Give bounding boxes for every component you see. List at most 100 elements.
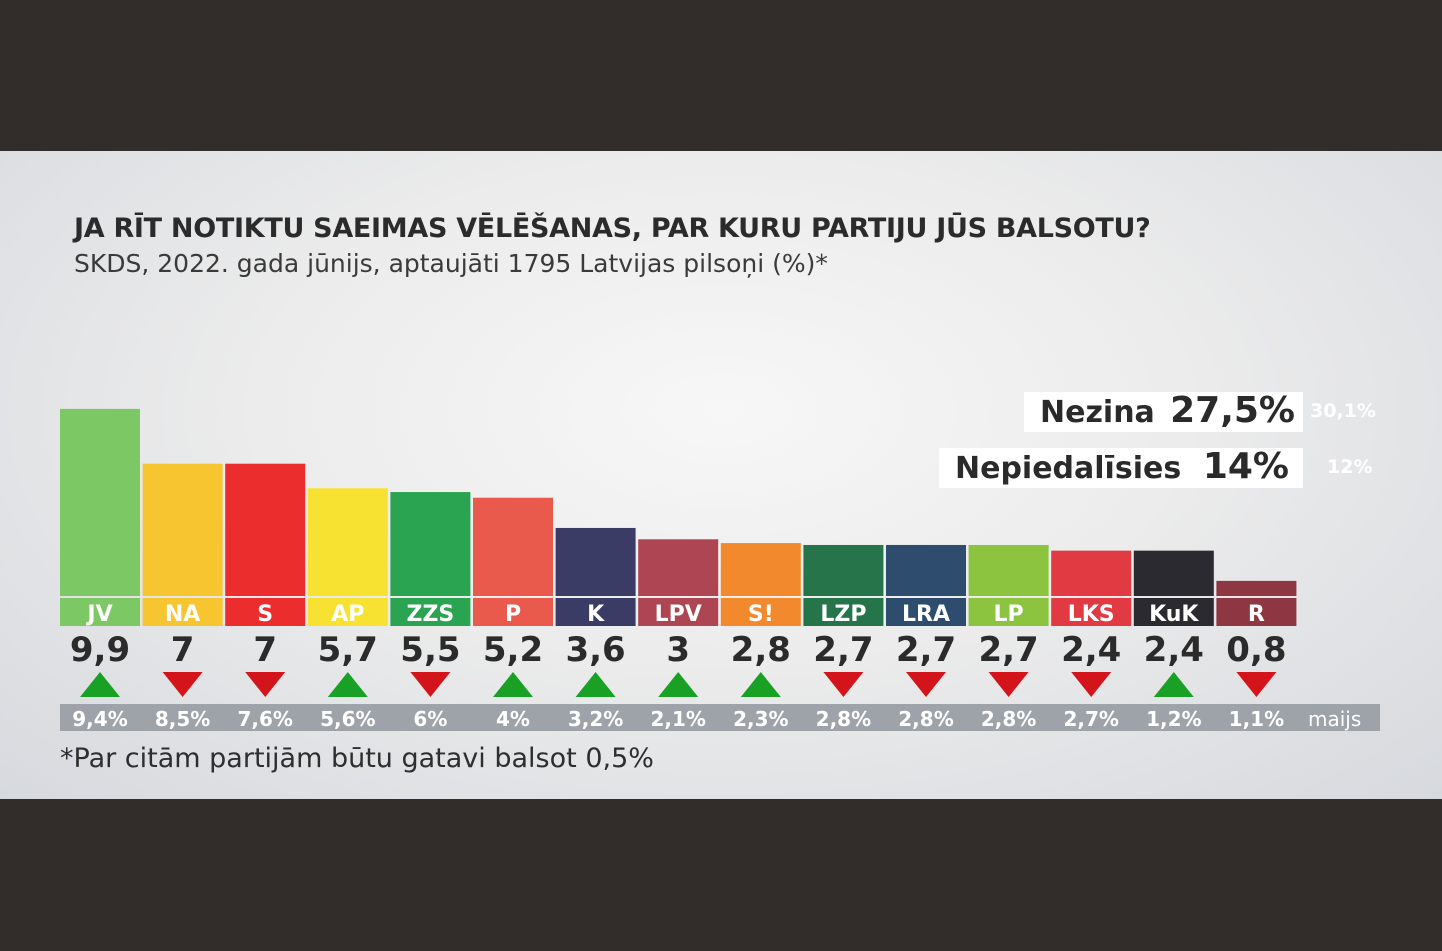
previous-value-lks: 2,7% (1063, 707, 1118, 731)
previous-value-p: 4% (496, 707, 530, 731)
value-label-lpv: 3 (666, 630, 690, 670)
party-label-lks: LKS (1068, 602, 1115, 627)
previous-value-r: 1,1% (1229, 707, 1284, 731)
chart-panel: JA RĪT NOTIKTU SAEIMAS VĒLĒŠANAS, PAR KU… (0, 151, 1442, 799)
party-label-bg-ap (307, 598, 388, 626)
party-label-s: S! (748, 602, 774, 627)
trend-up-icon-lpv (658, 672, 699, 697)
bar-kuk (1133, 550, 1214, 596)
party-label-bg-lp (968, 598, 1049, 626)
nezina-value: 27,5% (1170, 390, 1295, 431)
nepiedalisies-label: Nepiedalīsies (955, 451, 1182, 486)
party-label-jv: JV (85, 602, 112, 627)
nepiedalisies-box: Nepiedalīsies 14% (939, 446, 1303, 488)
previous-value-kuk: 1,2% (1146, 707, 1201, 731)
bar-na (142, 463, 223, 596)
party-label-p: P (505, 602, 521, 627)
bar-r (1216, 580, 1297, 596)
value-label-k: 3,6 (565, 630, 625, 670)
value-label-lzp: 2,7 (813, 630, 873, 670)
trend-down-icon-r (1236, 672, 1277, 697)
party-label-bg-k (555, 598, 636, 626)
previous-value-na: 8,5% (155, 707, 210, 731)
bar-lpv (638, 539, 719, 596)
party-label-bg-p (473, 598, 553, 626)
bar-ap (307, 488, 388, 596)
party-label-lpv: LPV (655, 602, 702, 627)
party-label-bg-jv (60, 598, 140, 626)
trend-up-icon-k (575, 672, 616, 697)
party-label-bg-lzp (803, 598, 884, 626)
value-label-p: 5,2 (483, 630, 543, 670)
party-label-bg-s (720, 598, 801, 626)
party-label-ap: AP (331, 602, 364, 627)
party-label-bg-zzs (390, 598, 471, 626)
bar-zzs (390, 492, 471, 596)
nezina-label: Nezina (1040, 395, 1155, 430)
chart-subtitle: SKDS, 2022. gada jūnijs, aptaujāti 1795 … (74, 249, 828, 278)
trend-down-icon-lp (988, 672, 1029, 697)
value-label-r: 0,8 (1226, 630, 1286, 670)
previous-period-label: maijs (1308, 707, 1361, 731)
previous-value-s: 2,3% (733, 707, 788, 731)
party-label-bg-lks (1051, 598, 1132, 626)
bar-jv (60, 408, 140, 596)
party-label-lp: LP (994, 602, 1024, 627)
previous-value-zzs: 6% (413, 707, 447, 731)
trend-down-icon-lks (1071, 672, 1112, 697)
party-label-lra: LRA (902, 602, 950, 627)
previous-values-strip (60, 704, 1380, 731)
trend-down-icon-zzs (410, 672, 451, 697)
value-label-lra: 2,7 (896, 630, 956, 670)
previous-value-lpv: 2,1% (650, 707, 705, 731)
nepiedalisies-value: 14% (1202, 446, 1289, 487)
party-label-r: R (1248, 602, 1265, 627)
previous-value-jv: 9,4% (72, 707, 127, 731)
chart-title: JA RĪT NOTIKTU SAEIMAS VĒLĒŠANAS, PAR KU… (74, 213, 1151, 244)
party-label-k: K (587, 602, 605, 627)
value-label-s: 2,8 (731, 630, 791, 670)
party-label-bg-na (142, 598, 223, 626)
value-label-jv: 9,9 (70, 630, 130, 670)
nepiedalisies-previous: 12% (1327, 456, 1373, 478)
party-label-bg-kuk (1133, 598, 1214, 626)
previous-value-k: 3,2% (568, 707, 623, 731)
bar-s (225, 463, 306, 596)
party-label-kuk: KuK (1149, 602, 1199, 627)
party-label-na: NA (165, 602, 200, 627)
trend-down-icon-lzp (823, 672, 864, 697)
party-label-bg-lra (886, 598, 966, 626)
trend-up-icon-kuk (1153, 672, 1194, 697)
party-label-bg-lpv (638, 598, 719, 626)
nezina-box: Nezina 27,5% (1024, 390, 1303, 432)
value-label-kuk: 2,4 (1144, 630, 1204, 670)
trend-down-icon-s (245, 672, 286, 697)
trend-up-icon-jv (80, 672, 120, 697)
bar-lks (1051, 550, 1132, 596)
bar-lzp (803, 544, 884, 596)
bar-lra (886, 544, 966, 596)
value-label-zzs: 5,5 (400, 630, 460, 670)
party-label-s: S (257, 602, 273, 627)
bar-lp (968, 544, 1049, 596)
trend-up-icon-ap (327, 672, 368, 697)
previous-value-s: 7,6% (237, 707, 292, 731)
value-label-ap: 5,7 (318, 630, 378, 670)
value-label-s: 7 (253, 630, 277, 670)
nezina-previous: 30,1% (1310, 400, 1376, 422)
party-label-lzp: LZP (820, 602, 866, 627)
trend-up-icon-p (493, 672, 533, 697)
trend-up-icon-s (740, 672, 781, 697)
bar-chart: JV 9,9 9,4% NA 7 8,5% S 7 7,6% AP 5,7 5,6% ZZS 5,5 6% P… (60, 408, 1380, 731)
previous-value-lzp: 2,8% (816, 707, 871, 731)
trend-down-icon-lra (906, 672, 946, 697)
previous-value-lp: 2,8% (981, 707, 1036, 731)
previous-value-ap: 5,6% (320, 707, 375, 731)
value-label-lp: 2,7 (978, 630, 1038, 670)
footnote: *Par citām partijām būtu gatavi balsot 0… (60, 743, 654, 774)
party-label-bg-r (1216, 598, 1297, 626)
bar-p (473, 497, 553, 596)
value-label-na: 7 (171, 630, 195, 670)
trend-down-icon-na (162, 672, 203, 697)
party-label-zzs: ZZS (407, 602, 455, 627)
